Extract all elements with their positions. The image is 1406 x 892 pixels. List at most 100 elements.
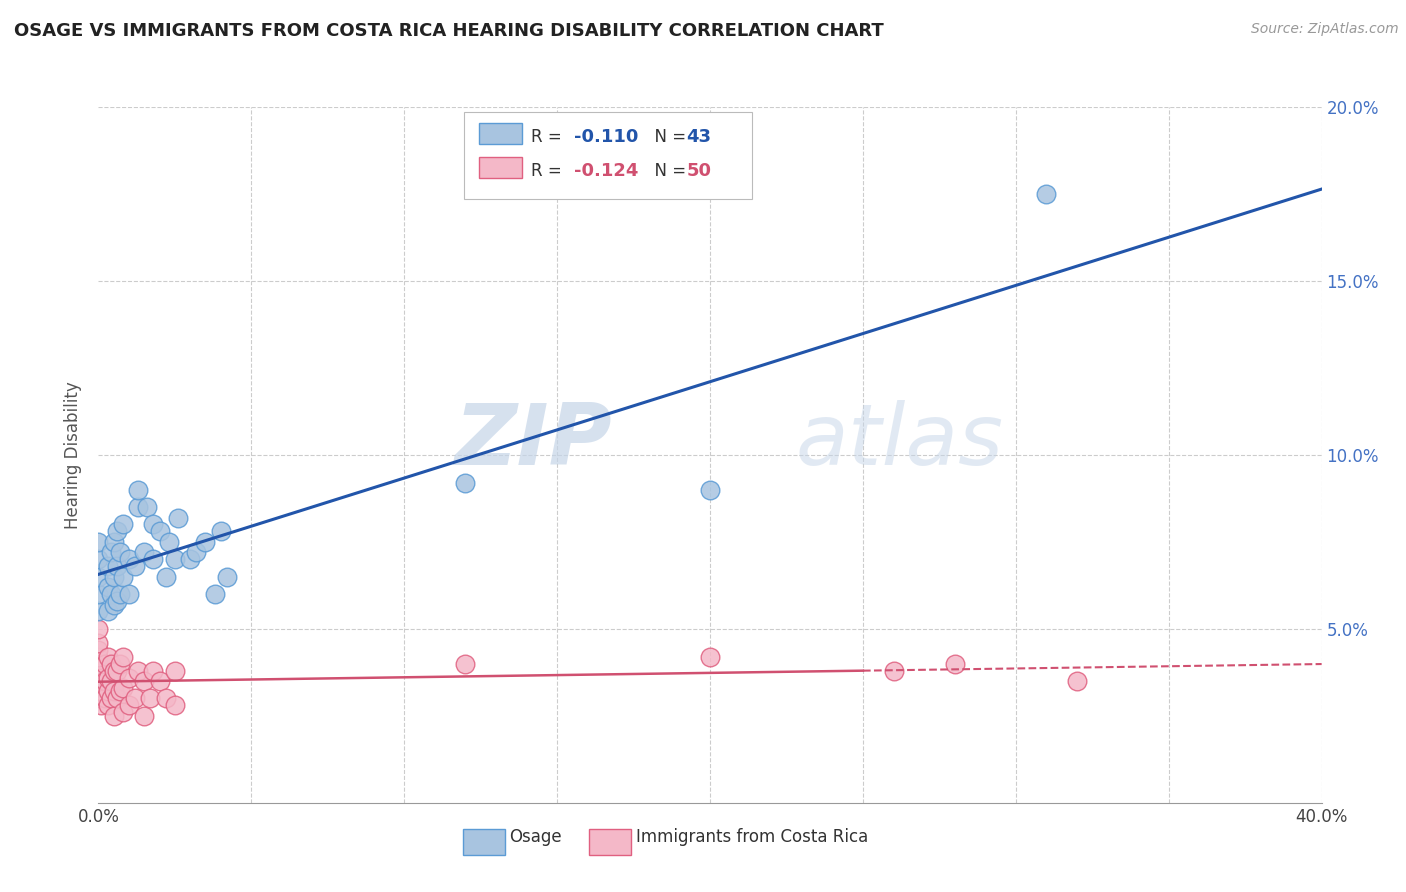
Point — [103, 570, 125, 584]
Point — [97, 649, 120, 664]
Point — [124, 691, 146, 706]
Point — [93, 691, 115, 706]
Point — [163, 664, 186, 678]
Point — [454, 657, 477, 671]
Point — [157, 534, 180, 549]
Text: atlas: atlas — [796, 400, 1004, 483]
Point — [97, 684, 120, 698]
Point — [209, 524, 232, 539]
Point — [87, 570, 110, 584]
Point — [134, 674, 156, 689]
Point — [118, 587, 141, 601]
Point — [87, 534, 110, 549]
Point — [93, 657, 115, 671]
Point — [105, 664, 128, 678]
Point — [87, 587, 110, 601]
Point — [105, 524, 128, 539]
Point — [100, 545, 122, 559]
Point — [215, 570, 238, 584]
Point — [108, 657, 131, 671]
Point — [111, 706, 134, 720]
Point — [111, 570, 134, 584]
Point — [149, 674, 172, 689]
Point — [100, 691, 122, 706]
Point — [103, 598, 125, 612]
Y-axis label: Hearing Disability: Hearing Disability — [65, 381, 83, 529]
Point — [108, 684, 131, 698]
Point — [699, 483, 721, 497]
Point — [108, 545, 131, 559]
Point — [194, 534, 217, 549]
Point — [87, 636, 110, 650]
Text: 50: 50 — [686, 162, 711, 180]
Point — [97, 559, 120, 574]
Point — [97, 698, 120, 713]
Point — [87, 684, 110, 698]
Point — [100, 674, 122, 689]
Point — [97, 605, 120, 619]
Point — [100, 657, 122, 671]
Point — [93, 674, 115, 689]
Point — [87, 642, 110, 657]
Point — [1066, 674, 1088, 689]
Point — [186, 545, 208, 559]
Point — [118, 552, 141, 566]
Point — [87, 691, 110, 706]
Point — [1035, 187, 1057, 202]
Point — [87, 605, 110, 619]
Point — [105, 691, 128, 706]
Point — [127, 664, 149, 678]
Point — [87, 552, 110, 566]
Point — [142, 664, 165, 678]
Text: -0.124: -0.124 — [574, 162, 638, 180]
Text: -0.110: -0.110 — [574, 128, 638, 146]
Point — [136, 500, 159, 514]
Point — [163, 698, 186, 713]
Point — [204, 587, 226, 601]
Point — [167, 510, 190, 524]
Point — [90, 684, 112, 698]
Point — [134, 545, 156, 559]
Point — [142, 552, 165, 566]
Text: N =: N = — [644, 162, 692, 180]
Point — [118, 698, 141, 713]
Point — [105, 559, 128, 574]
Point — [127, 500, 149, 514]
Point — [127, 483, 149, 497]
Point — [90, 671, 112, 685]
Point — [103, 664, 125, 678]
Text: Immigrants from Costa Rica: Immigrants from Costa Rica — [636, 828, 868, 846]
Point — [105, 594, 128, 608]
Point — [87, 657, 110, 671]
Point — [100, 587, 122, 601]
Point — [155, 691, 177, 706]
Point — [97, 580, 120, 594]
Text: 43: 43 — [686, 128, 711, 146]
Point — [90, 698, 112, 713]
Point — [155, 570, 177, 584]
Text: N =: N = — [644, 128, 692, 146]
Point — [124, 559, 146, 574]
Point — [883, 664, 905, 678]
Point — [108, 587, 131, 601]
Point — [134, 708, 156, 723]
Point — [943, 657, 966, 671]
Point — [163, 552, 186, 566]
Text: R =: R = — [531, 128, 568, 146]
Point — [111, 517, 134, 532]
Point — [87, 671, 110, 685]
Point — [179, 552, 201, 566]
Text: R =: R = — [531, 162, 568, 180]
Point — [111, 681, 134, 695]
Point — [87, 664, 110, 678]
Point — [111, 649, 134, 664]
Point — [118, 671, 141, 685]
Point — [149, 524, 172, 539]
Point — [103, 684, 125, 698]
Text: ZIP: ZIP — [454, 400, 612, 483]
Text: Source: ZipAtlas.com: Source: ZipAtlas.com — [1251, 22, 1399, 37]
Point — [97, 671, 120, 685]
Point — [139, 691, 162, 706]
Point — [87, 622, 110, 636]
Text: OSAGE VS IMMIGRANTS FROM COSTA RICA HEARING DISABILITY CORRELATION CHART: OSAGE VS IMMIGRANTS FROM COSTA RICA HEAR… — [14, 22, 884, 40]
